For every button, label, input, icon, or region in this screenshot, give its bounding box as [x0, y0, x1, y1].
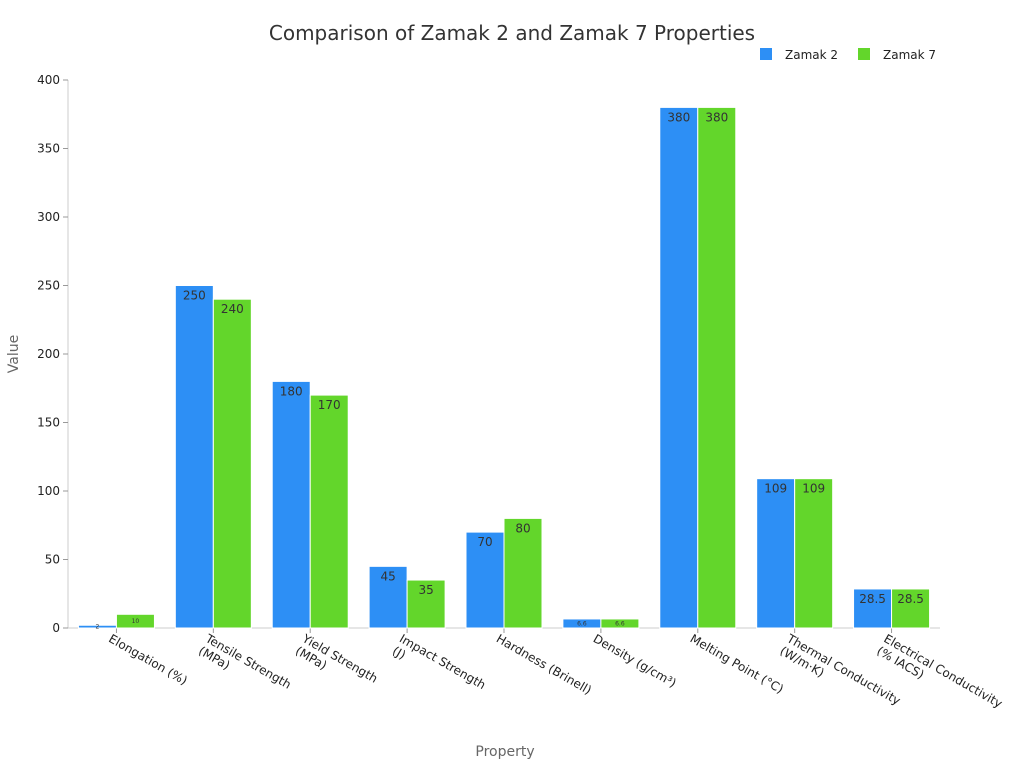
x-tick-label: Electrical Conductivity (% IACS)	[874, 631, 1008, 724]
data-label: 240	[221, 302, 244, 316]
data-label: 6.6	[577, 620, 587, 627]
bar	[891, 588, 931, 629]
y-tick-label: 0	[52, 621, 60, 635]
x-tick-label: Tensile Strength (MPa)	[195, 631, 297, 706]
x-tick-label: Melting Point (°C)	[688, 631, 786, 696]
bar	[115, 613, 155, 629]
data-label: 380	[667, 110, 690, 124]
chart-title: Comparison of Zamak 2 and Zamak 7 Proper…	[269, 21, 755, 45]
legend-swatch	[858, 48, 870, 60]
bar	[600, 618, 640, 629]
data-label: 109	[764, 482, 787, 496]
y-tick-label: 100	[37, 484, 60, 498]
x-tick-label: Density (g/cm³)	[591, 631, 679, 690]
data-label: 170	[318, 398, 341, 412]
x-tick-label: Yield Strength (MPa)	[292, 631, 383, 700]
bar	[212, 298, 252, 629]
bar	[309, 394, 349, 629]
bar	[503, 517, 543, 629]
bar	[756, 478, 796, 629]
legend-label: Zamak 7	[883, 48, 936, 62]
y-tick-label: 400	[37, 73, 60, 87]
bar	[697, 106, 737, 629]
y-axis-title: Value	[6, 335, 22, 373]
legend-swatch	[760, 48, 772, 60]
y-tick-label: 350	[37, 142, 60, 156]
y-tick-label: 200	[37, 347, 60, 361]
y-tick-label: 150	[37, 416, 60, 430]
bar	[659, 106, 699, 629]
data-label: 45	[380, 569, 395, 583]
bar	[853, 588, 893, 629]
bar	[406, 579, 446, 629]
legend-label: Zamak 2	[785, 48, 838, 62]
data-label: 2	[96, 624, 100, 631]
data-label: 70	[477, 535, 492, 549]
bar	[174, 285, 214, 629]
bar	[271, 380, 311, 629]
data-label: 35	[418, 583, 433, 597]
data-label: 10	[132, 618, 140, 625]
x-tick-label: Impact Strength (J)	[390, 631, 492, 706]
bar	[465, 531, 505, 629]
data-label: 109	[802, 482, 825, 496]
data-label: 28.5	[897, 592, 924, 606]
y-tick-label: 250	[37, 279, 60, 293]
data-label: 6.6	[615, 620, 625, 627]
y-tick-label: 300	[37, 210, 60, 224]
data-label: 180	[280, 384, 303, 398]
x-axis-title: Property	[475, 744, 534, 760]
x-tick-label: Elongation (%)	[106, 631, 190, 687]
data-label: 28.5	[859, 592, 886, 606]
data-label: 380	[705, 110, 728, 124]
data-label: 80	[515, 521, 530, 535]
x-tick-label: Hardness (Brinell)	[494, 631, 594, 697]
y-tick-label: 50	[45, 553, 60, 567]
data-label: 250	[183, 289, 206, 303]
bar	[794, 478, 834, 629]
